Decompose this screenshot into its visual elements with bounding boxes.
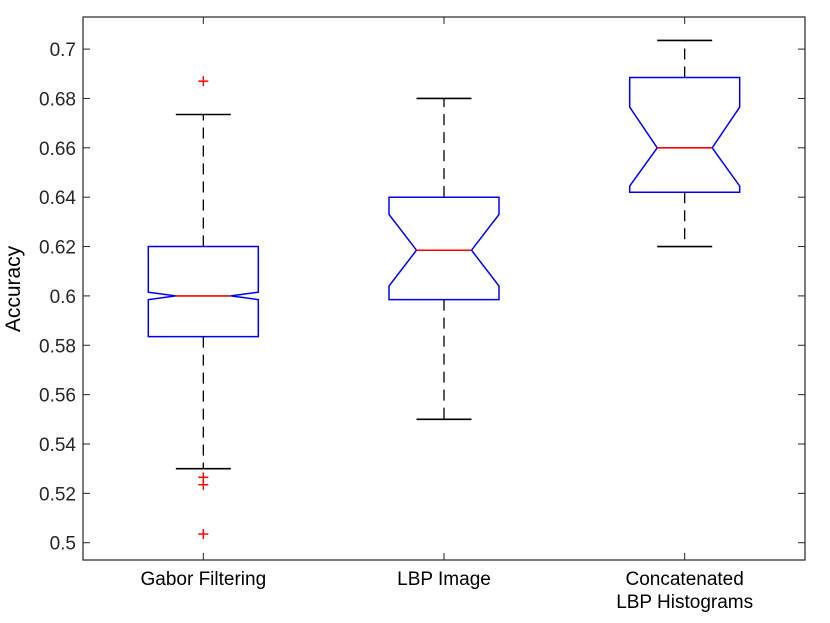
y-tick-label: 0.56 [39, 386, 76, 407]
box-group [628, 39, 741, 248]
y-tick-label: 0.68 [39, 89, 76, 110]
notched-box [628, 76, 741, 193]
outlier-point [198, 529, 209, 540]
y-tick-label: 0.58 [39, 336, 76, 357]
notched-box [388, 196, 500, 301]
x-axis-labels: Gabor Filtering LBP Image ConcatenatedLBP … [140, 569, 753, 613]
box-group [388, 97, 500, 421]
boxes [147, 39, 741, 540]
y-tick-label: 0.6 [50, 287, 76, 308]
box-group [147, 76, 260, 540]
y-axis-ticks: 0.5 0.52 0.54 0.56 0.58 0.6 0.62 0.64 0.66 0.68 0.… [39, 17, 805, 560]
y-tick-label: 0.5 [50, 534, 76, 555]
y-axis-label: Accuracy [2, 245, 25, 332]
x-category-label: LBP Image [397, 569, 491, 590]
notched-box [147, 245, 260, 338]
x-category-label: Concatenated [626, 569, 744, 590]
x-category-label: LBP Histograms [616, 592, 753, 613]
y-tick-label: 0.52 [39, 484, 76, 505]
x-category-label: Gabor Filtering [140, 569, 266, 590]
y-tick-label: 0.64 [39, 188, 76, 209]
y-tick-label: 0.54 [39, 435, 76, 456]
y-tick-label: 0.62 [39, 238, 76, 259]
y-tick-label: 0.7 [50, 40, 76, 61]
y-tick-label: 0.66 [39, 139, 76, 160]
outlier-point [198, 76, 209, 87]
outlier-point [198, 479, 209, 490]
